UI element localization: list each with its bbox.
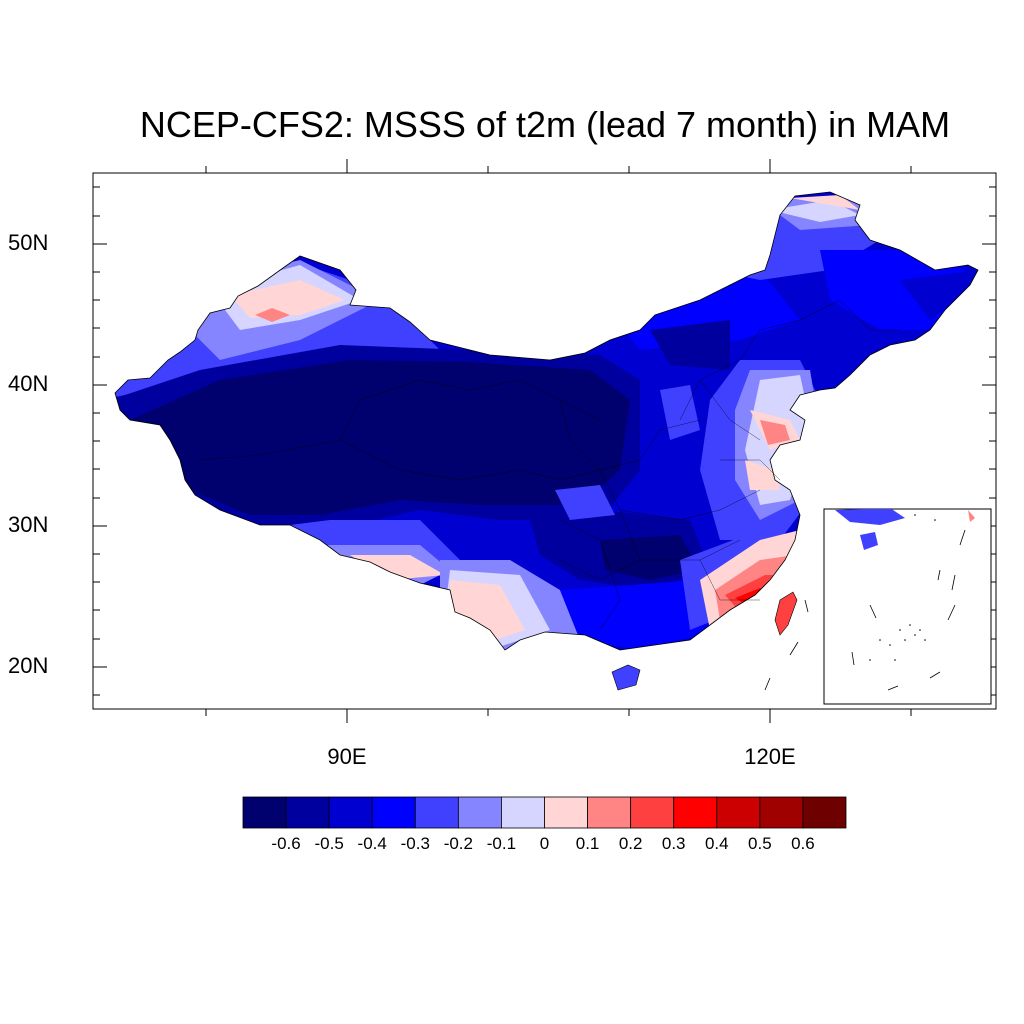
lat-label-20n: 20N (8, 653, 49, 678)
china-outline (114, 191, 979, 651)
colorbar-label: 0.4 (704, 834, 729, 853)
axis-ticks (93, 159, 996, 723)
colorbar-cell (630, 796, 675, 829)
colorbar-label: 0.3 (661, 834, 686, 853)
colorbar-cell (457, 796, 502, 829)
colorbar-label: 0 (539, 834, 550, 853)
lat-label-50n: 50N (8, 230, 49, 255)
colorbar-cell (371, 796, 416, 829)
lat-label-30n: 30N (8, 512, 49, 537)
colorbar-label: 0.2 (618, 834, 643, 853)
colorbar-label: -0.3 (400, 834, 430, 853)
colorbar-label: -0.5 (314, 834, 344, 853)
colorbar-label: -0.4 (357, 834, 387, 853)
colorbar-label: -0.2 (443, 834, 473, 853)
colorbar-cell (802, 796, 847, 829)
colorbar-label: -0.1 (486, 834, 517, 853)
lat-label-40n: 40N (8, 371, 49, 396)
hainan-island (611, 664, 641, 691)
colorbar-cell (501, 796, 545, 829)
colorbar-cell (759, 796, 804, 829)
lon-label-90e: 90E (327, 744, 367, 769)
sea-boundary-dashes (764, 599, 809, 691)
colorbar-cell (242, 796, 287, 829)
inset-map (823, 508, 992, 705)
colorbar-cell (328, 796, 373, 829)
colorbar-cell (414, 796, 459, 829)
lon-label-120e: 120E (744, 744, 796, 769)
colorbar-label: -0.6 (271, 834, 301, 853)
taiwan-island (774, 591, 798, 636)
map-title: NCEP-CFS2: MSSS of t2m (lead 7 month) in… (139, 104, 951, 145)
colorbar-cell (716, 796, 761, 829)
colorbar-cell (587, 796, 632, 829)
province-borders (199, 299, 900, 631)
colorbar-label: 0.6 (791, 834, 815, 853)
colorbar-label: 0.1 (575, 834, 600, 853)
colorbar-cell (544, 796, 588, 829)
colorbar (242, 796, 847, 829)
colorbar-cell (673, 796, 718, 829)
colorbar-cell (285, 796, 330, 829)
colorbar-label: 0.5 (748, 834, 772, 853)
